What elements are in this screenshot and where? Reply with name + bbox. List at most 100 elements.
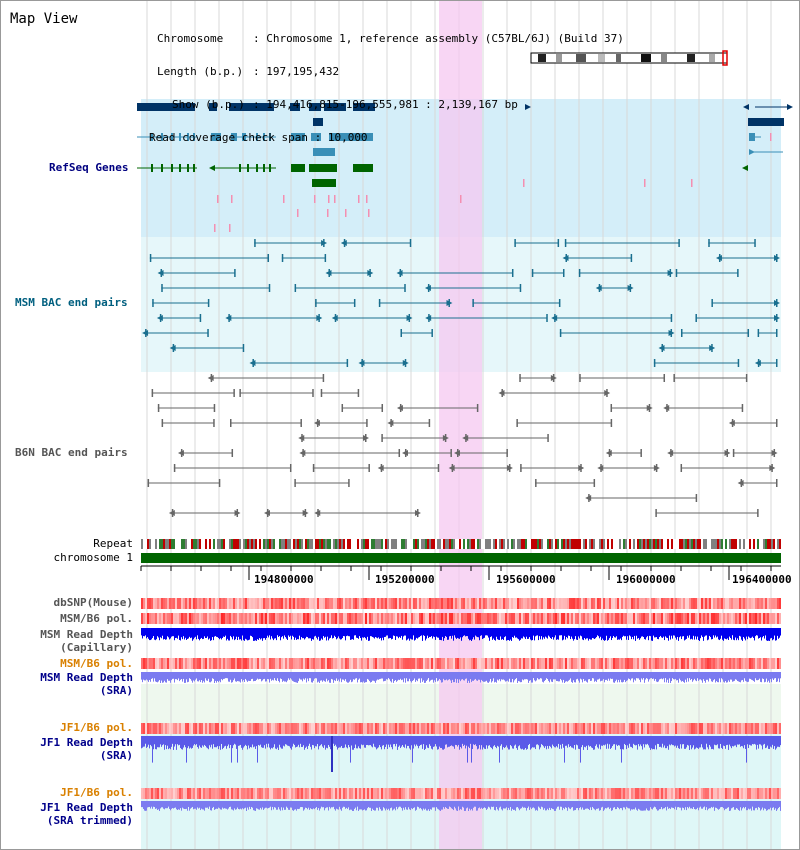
gene-exon	[309, 103, 321, 111]
repeat-block	[167, 539, 169, 549]
track-label-repeat[interactable]: Repeat	[93, 537, 133, 550]
repeat-block	[711, 539, 713, 549]
track-label-dbsnp[interactable]: dbSNP(Mouse)	[53, 596, 133, 609]
pseudogene-tick	[358, 195, 360, 203]
read-depth-bar	[708, 801, 709, 809]
read-depth-bar	[393, 801, 394, 810]
read-depth-bar	[764, 801, 765, 809]
read-depth-bar	[452, 736, 453, 747]
read-depth-bar	[173, 672, 174, 679]
track-label-jf1-depth[interactable]: JF1 Read Depth	[40, 736, 133, 749]
read-depth-bar	[386, 736, 387, 745]
read-depth-bar	[510, 736, 511, 746]
read-depth-bar	[451, 628, 452, 639]
read-depth-bar	[195, 672, 196, 680]
polymorphism-cell	[351, 613, 353, 624]
read-depth-bar	[689, 628, 690, 636]
gene-exon	[239, 164, 241, 172]
read-depth-bar	[607, 801, 608, 808]
track-label-jf1-pol[interactable]: JF1/B6 pol.	[60, 721, 133, 734]
read-depth-bar	[454, 736, 455, 749]
read-depth-bar	[755, 736, 756, 745]
read-depth-bar	[228, 801, 229, 809]
track-label-msm-bac[interactable]: MSM BAC end pairs	[15, 296, 128, 309]
read-depth-bar	[500, 801, 501, 807]
polymorphism-cell	[267, 598, 269, 609]
polymorphism-cell	[319, 613, 321, 624]
read-depth-bar	[384, 672, 385, 682]
polymorphism-cell	[227, 723, 229, 734]
polymorphism-cell	[639, 658, 641, 669]
read-depth-bar	[412, 801, 413, 810]
polymorphism-cell	[325, 788, 327, 799]
track-label-refseq[interactable]: RefSeq Genes	[49, 161, 129, 174]
read-depth-bar	[531, 672, 532, 683]
polymorphism-cell	[261, 723, 263, 734]
read-depth-bar	[680, 801, 681, 808]
polymorphism-cell	[367, 723, 369, 734]
read-depth-bar	[294, 672, 295, 682]
strand-arrow-icon	[401, 450, 408, 456]
read-depth-bar	[681, 628, 682, 640]
track-label-jf1-pol2[interactable]: JF1/B6 pol.	[60, 786, 133, 799]
read-depth-bar	[542, 672, 543, 682]
read-depth-bar	[271, 736, 272, 748]
read-depth-bar	[576, 628, 577, 640]
track-label-msm-depth[interactable]: MSM Read Depth	[40, 628, 133, 641]
read-depth-bar	[634, 801, 635, 810]
read-depth-bar	[485, 801, 486, 809]
read-depth-bar	[486, 628, 487, 636]
polymorphism-cell	[537, 598, 539, 609]
track-label-msm-pol-sra[interactable]: MSM/B6 pol.	[60, 657, 133, 670]
read-depth-bar	[553, 736, 554, 747]
read-depth-bar	[498, 672, 499, 681]
pseudogene-tick	[327, 209, 329, 217]
read-depth-bar	[635, 801, 636, 808]
read-depth-bar	[344, 628, 345, 637]
polymorphism-cell	[739, 658, 741, 669]
read-depth-bar	[593, 736, 594, 750]
read-depth-bar	[231, 628, 232, 638]
msm-bac-pair-end	[546, 314, 548, 322]
read-depth-bar	[355, 628, 356, 636]
polymorphism-cell	[333, 788, 335, 799]
read-depth-bar	[278, 736, 279, 750]
read-depth-bar	[189, 736, 190, 749]
polymorphism-cell	[367, 598, 369, 609]
read-depth-bar	[274, 672, 275, 679]
read-depth-bar	[339, 672, 340, 682]
polymorphism-cell	[725, 613, 727, 624]
polymorphism-cell	[223, 723, 225, 734]
read-depth-bar	[190, 672, 191, 680]
read-depth-bar	[295, 628, 296, 638]
polymorphism-cell	[377, 788, 379, 799]
polymorphism-cell	[311, 598, 313, 609]
track-label-msm-sra[interactable]: MSM Read Depth	[40, 671, 133, 684]
msm-bac-pair-end	[557, 239, 560, 247]
read-depth-bar	[669, 672, 670, 679]
polymorphism-cell	[463, 613, 465, 624]
track-label-jf1-trim[interactable]: JF1 Read Depth	[40, 801, 133, 814]
polymorphism-cell	[483, 613, 485, 624]
scale-tick-label: 194800000	[254, 573, 314, 586]
gene-exon	[193, 133, 195, 141]
track-label-msm-pol[interactable]: MSM/B6 pol.	[60, 612, 133, 625]
read-depth-bar	[166, 801, 167, 809]
read-depth-bar	[779, 628, 780, 638]
read-depth-bar	[294, 736, 295, 745]
read-depth-bar	[504, 672, 505, 681]
read-depth-bar	[651, 801, 652, 809]
track-label-b6n-bac[interactable]: B6N BAC end pairs	[15, 446, 128, 459]
read-depth-bar	[337, 801, 338, 810]
read-depth-bar	[414, 801, 415, 808]
polymorphism-cell	[457, 723, 459, 734]
polymorphism-cell	[225, 598, 227, 609]
polymorphism-cell	[653, 658, 655, 669]
polymorphism-cell	[659, 598, 661, 609]
read-depth-bar	[207, 736, 208, 749]
read-depth-bar	[378, 628, 379, 638]
read-depth-bar	[331, 801, 332, 808]
read-depth-bar	[241, 672, 242, 680]
read-depth-bar	[617, 801, 618, 808]
